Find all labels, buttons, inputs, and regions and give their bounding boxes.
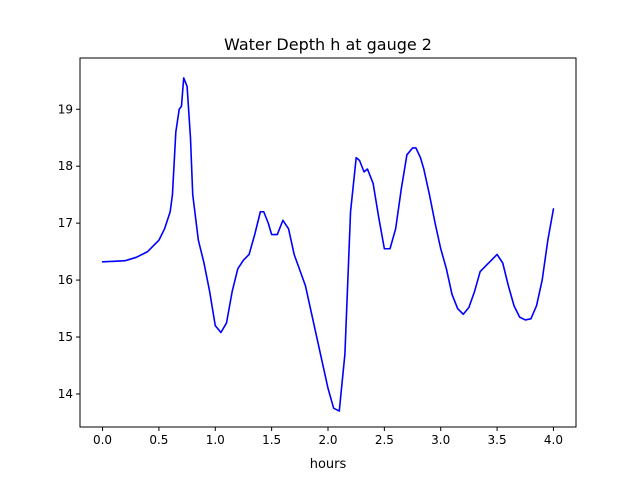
y-tick-label: 17 bbox=[58, 216, 73, 230]
y-tick-label: 18 bbox=[58, 159, 73, 173]
x-axis: 0.0 0.5 1.0 1.5 2.0 2.5 3.0 3.5 4.0 bbox=[93, 427, 563, 447]
x-tick-label: 4.0 bbox=[544, 433, 563, 447]
chart-title: Water Depth h at gauge 2 bbox=[224, 35, 432, 54]
x-tick-label: 2.5 bbox=[375, 433, 394, 447]
x-tick-label: 1.5 bbox=[262, 433, 281, 447]
x-tick-label: 1.0 bbox=[206, 433, 225, 447]
y-tick-label: 15 bbox=[58, 330, 73, 344]
x-tick-label: 2.0 bbox=[318, 433, 337, 447]
x-axis-label: hours bbox=[310, 457, 347, 472]
x-tick-label: 0.5 bbox=[149, 433, 168, 447]
x-tick-label: 3.5 bbox=[488, 433, 507, 447]
x-tick-label: 0.0 bbox=[93, 433, 112, 447]
x-tick-label: 3.0 bbox=[431, 433, 450, 447]
plot-area bbox=[101, 77, 555, 412]
y-tick-label: 16 bbox=[58, 273, 73, 287]
y-axis: 14 15 16 17 18 19 bbox=[58, 102, 80, 401]
series-line-0 bbox=[101, 77, 555, 412]
y-tick-label: 14 bbox=[58, 387, 73, 401]
y-tick-label: 19 bbox=[58, 102, 73, 116]
